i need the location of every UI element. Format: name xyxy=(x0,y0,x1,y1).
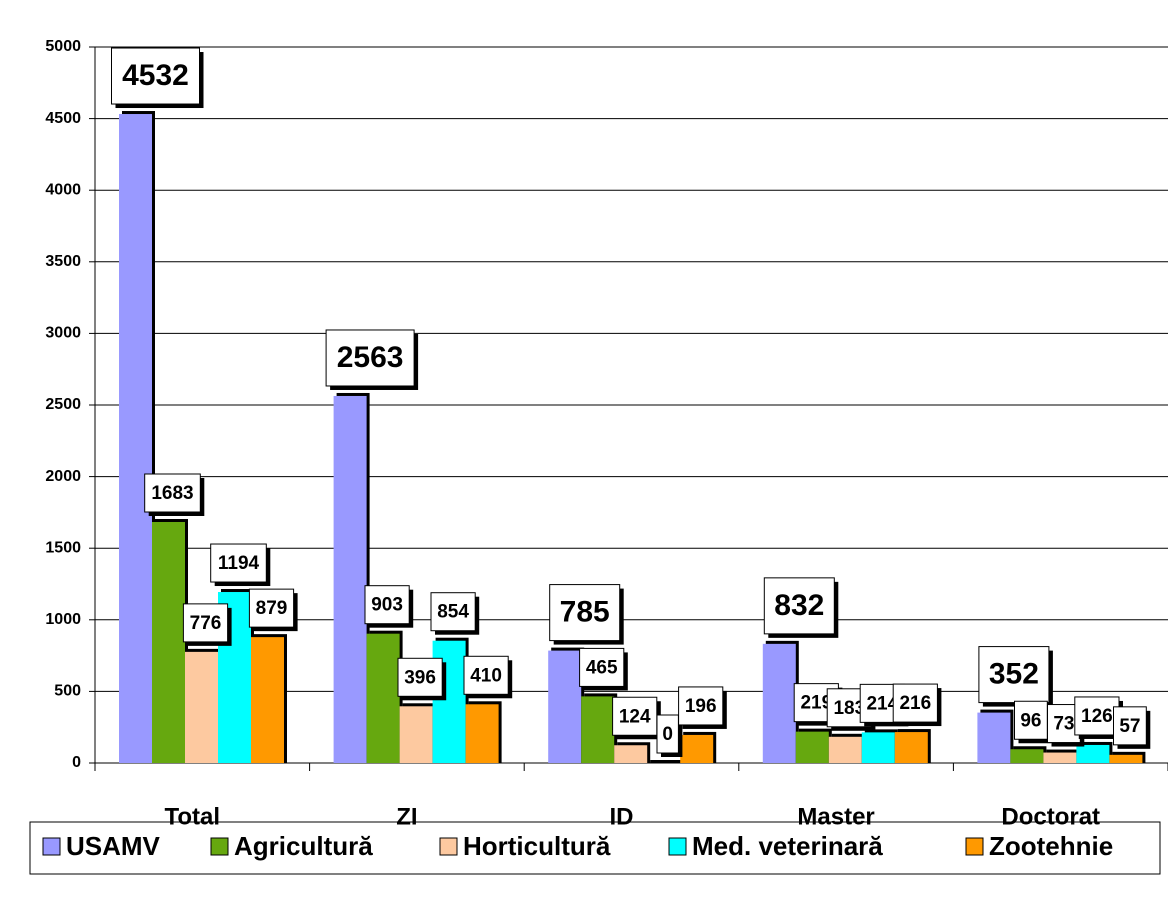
label-box xyxy=(325,329,415,387)
data-label: 879 xyxy=(256,598,288,619)
legend-swatch xyxy=(439,837,458,856)
bar xyxy=(366,633,400,763)
y-tick-label: 4000 xyxy=(45,181,81,198)
label-box xyxy=(656,714,679,754)
bar xyxy=(795,731,829,763)
x-tick-label: ID xyxy=(610,803,634,830)
legend-label: Agricultură xyxy=(234,831,373,861)
data-label: 396 xyxy=(404,667,436,688)
legend-label: USAMV xyxy=(66,831,161,861)
data-label: 832 xyxy=(774,589,824,622)
bar xyxy=(333,395,367,763)
bar-shadow xyxy=(650,760,684,763)
bar xyxy=(1109,754,1143,763)
x-tick-label: Total xyxy=(165,803,221,830)
label-box xyxy=(1113,706,1147,746)
bar xyxy=(1043,752,1077,763)
label-box xyxy=(1074,696,1120,736)
label-box xyxy=(430,592,476,632)
data-label: 785 xyxy=(560,596,610,629)
data-label: 2563 xyxy=(337,341,404,374)
data-label: 1683 xyxy=(151,483,193,504)
bar xyxy=(762,643,796,763)
bar xyxy=(680,734,714,763)
data-label: 352 xyxy=(989,658,1039,691)
y-tick-label: 0 xyxy=(72,754,81,771)
bar xyxy=(894,732,928,763)
label-box xyxy=(463,655,509,695)
bar xyxy=(977,712,1011,763)
legend-swatch xyxy=(210,837,229,856)
data-label: 1194 xyxy=(218,553,260,574)
label-box xyxy=(364,585,410,625)
bar xyxy=(1010,749,1044,763)
legend-label: Horticultură xyxy=(463,831,611,861)
data-label: 465 xyxy=(586,657,618,678)
legend-label: Med. veterinară xyxy=(692,831,883,861)
label-box xyxy=(978,646,1050,704)
y-tick-label: 3500 xyxy=(45,253,81,270)
data-label: 4532 xyxy=(122,59,189,92)
bar xyxy=(614,745,648,763)
y-tick-label: 1000 xyxy=(45,611,81,628)
bar xyxy=(1076,744,1110,763)
data-label: 410 xyxy=(470,665,502,686)
bar xyxy=(399,706,433,763)
data-label: 73 xyxy=(1053,714,1074,735)
x-tick-label: Master xyxy=(797,803,874,830)
y-tick-label: 3000 xyxy=(45,325,81,342)
label-box xyxy=(144,473,201,513)
data-label: 196 xyxy=(685,696,717,717)
y-tick-label: 4500 xyxy=(45,110,81,127)
bar xyxy=(119,114,152,764)
label-box xyxy=(182,603,229,643)
data-label: 854 xyxy=(437,602,469,623)
legend-swatch xyxy=(965,837,984,856)
data-label: 903 xyxy=(371,595,403,616)
legend-swatch xyxy=(668,837,687,856)
label-box xyxy=(678,686,724,726)
data-label: 124 xyxy=(619,706,651,727)
data-label: 214 xyxy=(866,693,898,714)
data-label: 183 xyxy=(833,698,865,719)
x-tick-label: Doctorat xyxy=(1001,803,1100,830)
data-label: 219 xyxy=(800,693,832,714)
label-box xyxy=(892,683,938,723)
bar xyxy=(152,521,185,763)
bar xyxy=(861,732,895,763)
label-box xyxy=(111,47,200,105)
bar xyxy=(548,650,582,763)
y-tick-label: 1500 xyxy=(45,539,81,556)
label-box xyxy=(248,588,295,628)
y-tick-label: 500 xyxy=(54,683,81,700)
legend-label: Zootehnie xyxy=(989,831,1113,861)
bar xyxy=(185,651,218,763)
label-box xyxy=(579,647,625,687)
y-tick-label: 2500 xyxy=(45,396,81,413)
data-label: 57 xyxy=(1119,716,1140,737)
legend-swatch xyxy=(42,837,61,856)
data-label: 96 xyxy=(1020,710,1041,731)
label-box xyxy=(210,543,267,583)
bar xyxy=(251,637,284,763)
label-box xyxy=(397,657,443,697)
label-box xyxy=(612,696,658,736)
data-label: 126 xyxy=(1081,706,1113,727)
label-box xyxy=(549,584,621,642)
data-label: 776 xyxy=(190,613,222,634)
data-label: 216 xyxy=(899,693,931,714)
bar xyxy=(581,696,615,763)
y-tick-label: 2000 xyxy=(45,468,81,485)
x-tick-label: ZI xyxy=(396,803,417,830)
label-box xyxy=(1014,700,1048,740)
bar xyxy=(465,704,499,763)
y-tick-label: 5000 xyxy=(45,38,81,55)
label-box xyxy=(763,577,835,635)
bar xyxy=(828,736,862,763)
data-label: 0 xyxy=(662,724,673,745)
